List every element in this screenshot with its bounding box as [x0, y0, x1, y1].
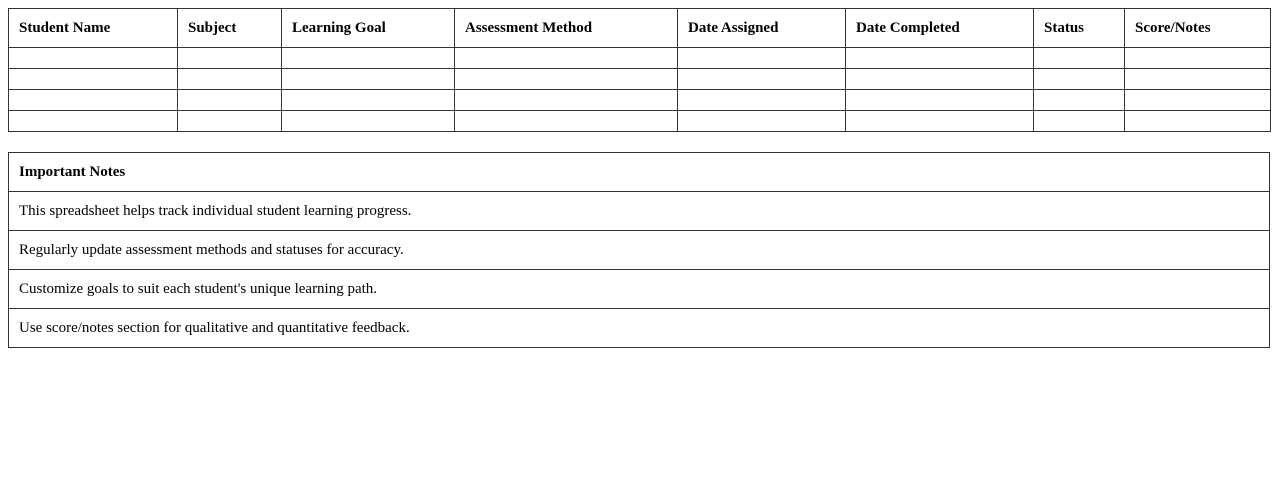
header-subject: Subject [177, 8, 282, 48]
table-cell[interactable] [1033, 89, 1125, 111]
table-cell[interactable] [177, 47, 282, 69]
table-cell[interactable] [677, 110, 846, 132]
header-student-name: Student Name [8, 8, 178, 48]
notes-title: Important Notes [8, 152, 1270, 192]
table-cell[interactable] [845, 68, 1034, 90]
header-score-notes: Score/Notes [1124, 8, 1271, 48]
table-cell[interactable] [1124, 89, 1271, 111]
table-row [8, 89, 1271, 111]
table-cell[interactable] [281, 47, 455, 69]
table-row [8, 110, 1271, 132]
table-cell[interactable] [1124, 110, 1271, 132]
table-cell[interactable] [1033, 68, 1125, 90]
table-cell[interactable] [177, 110, 282, 132]
table-cell[interactable] [281, 68, 455, 90]
header-status: Status [1033, 8, 1125, 48]
table-cell[interactable] [8, 110, 178, 132]
header-row: Student Name Subject Learning Goal Asses… [8, 8, 1271, 48]
table-cell[interactable] [1124, 47, 1271, 69]
table-cell[interactable] [177, 68, 282, 90]
header-assessment-method: Assessment Method [454, 8, 678, 48]
table-row [8, 47, 1271, 69]
table-cell[interactable] [677, 68, 846, 90]
progress-tracker-table: Student Name Subject Learning Goal Asses… [8, 8, 1271, 132]
table-cell[interactable] [677, 47, 846, 69]
table-cell[interactable] [177, 89, 282, 111]
table-cell[interactable] [845, 110, 1034, 132]
header-learning-goal: Learning Goal [281, 8, 455, 48]
note-item: This spreadsheet helps track individual … [8, 191, 1270, 231]
header-date-completed: Date Completed [845, 8, 1034, 48]
note-item: Customize goals to suit each student's u… [8, 269, 1270, 309]
table-cell[interactable] [454, 110, 678, 132]
important-notes-table: Important Notes This spreadsheet helps t… [8, 152, 1270, 348]
table-cell[interactable] [281, 110, 455, 132]
table-cell[interactable] [8, 68, 178, 90]
table-cell[interactable] [454, 89, 678, 111]
table-cell[interactable] [454, 68, 678, 90]
table-cell[interactable] [1033, 47, 1125, 69]
table-cell[interactable] [1124, 68, 1271, 90]
table-cell[interactable] [845, 89, 1034, 111]
header-date-assigned: Date Assigned [677, 8, 846, 48]
table-cell[interactable] [1033, 110, 1125, 132]
table-cell[interactable] [8, 89, 178, 111]
note-item: Use score/notes section for qualitative … [8, 308, 1270, 348]
table-cell[interactable] [281, 89, 455, 111]
table-row [8, 68, 1271, 90]
note-item: Regularly update assessment methods and … [8, 230, 1270, 270]
table-cell[interactable] [454, 47, 678, 69]
table-cell[interactable] [8, 47, 178, 69]
table-cell[interactable] [845, 47, 1034, 69]
table-cell[interactable] [677, 89, 846, 111]
